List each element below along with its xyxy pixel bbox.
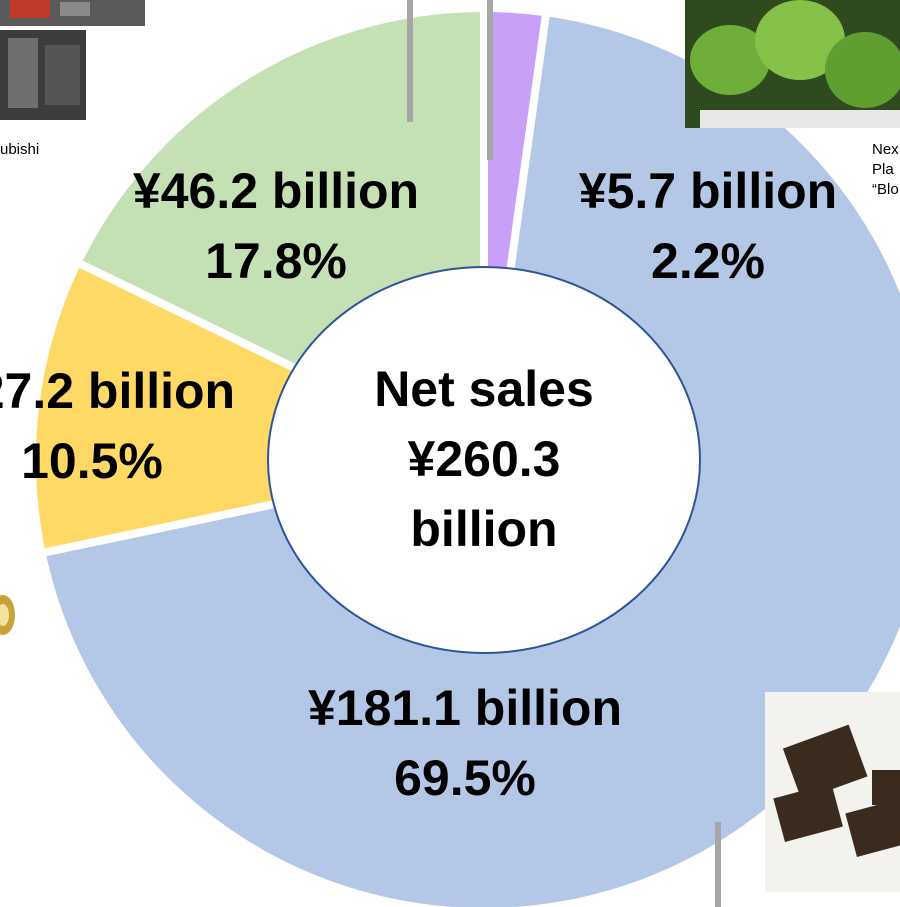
product-image <box>0 0 145 120</box>
amount-label: ¥27.2 billion <box>0 363 235 419</box>
product-image <box>685 0 900 128</box>
center-circle <box>267 266 701 654</box>
amount-label: ¥181.1 billion <box>308 680 622 736</box>
percent-label: 10.5% <box>21 433 163 489</box>
amount-label: ¥5.7 billion <box>579 163 837 219</box>
percent-label: 69.5% <box>394 750 536 806</box>
product-image <box>0 595 15 635</box>
amount-label: ¥46.2 billion <box>133 163 419 219</box>
annotation: ubishi <box>0 141 39 158</box>
product-image <box>765 692 900 892</box>
center-label: billion <box>410 501 557 557</box>
annotation: Nex <box>872 141 899 158</box>
percent-label: 2.2% <box>651 233 765 289</box>
annotation: Pla <box>872 161 894 178</box>
center-label: ¥260.3 <box>408 431 561 487</box>
annotation: “Blo <box>872 181 899 198</box>
center-label: Net sales <box>374 361 594 417</box>
percent-label: 17.8% <box>205 233 347 289</box>
